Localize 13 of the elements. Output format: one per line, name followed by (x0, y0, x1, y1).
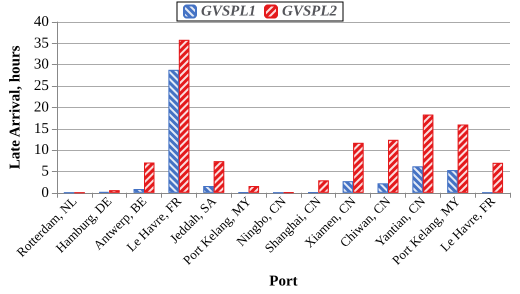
y-tick-label: 0 (41, 184, 49, 201)
y-tick-label: 20 (34, 99, 49, 116)
y-axis-title: Late Arrival, hours (8, 45, 24, 170)
x-axis-title: Port (269, 274, 298, 290)
y-tick-label: 40 (34, 14, 49, 30)
legend-label: GVSPL1 (200, 4, 256, 20)
legend-label: GVSPL2 (282, 4, 338, 20)
y-tick-label: 5 (41, 163, 49, 180)
y-tick-label: 10 (34, 142, 49, 158)
y-tick-label: 15 (34, 120, 49, 137)
y-tick-label: 35 (34, 35, 49, 52)
y-tick-label: 25 (34, 78, 49, 94)
y-tick-label: 30 (34, 56, 49, 73)
